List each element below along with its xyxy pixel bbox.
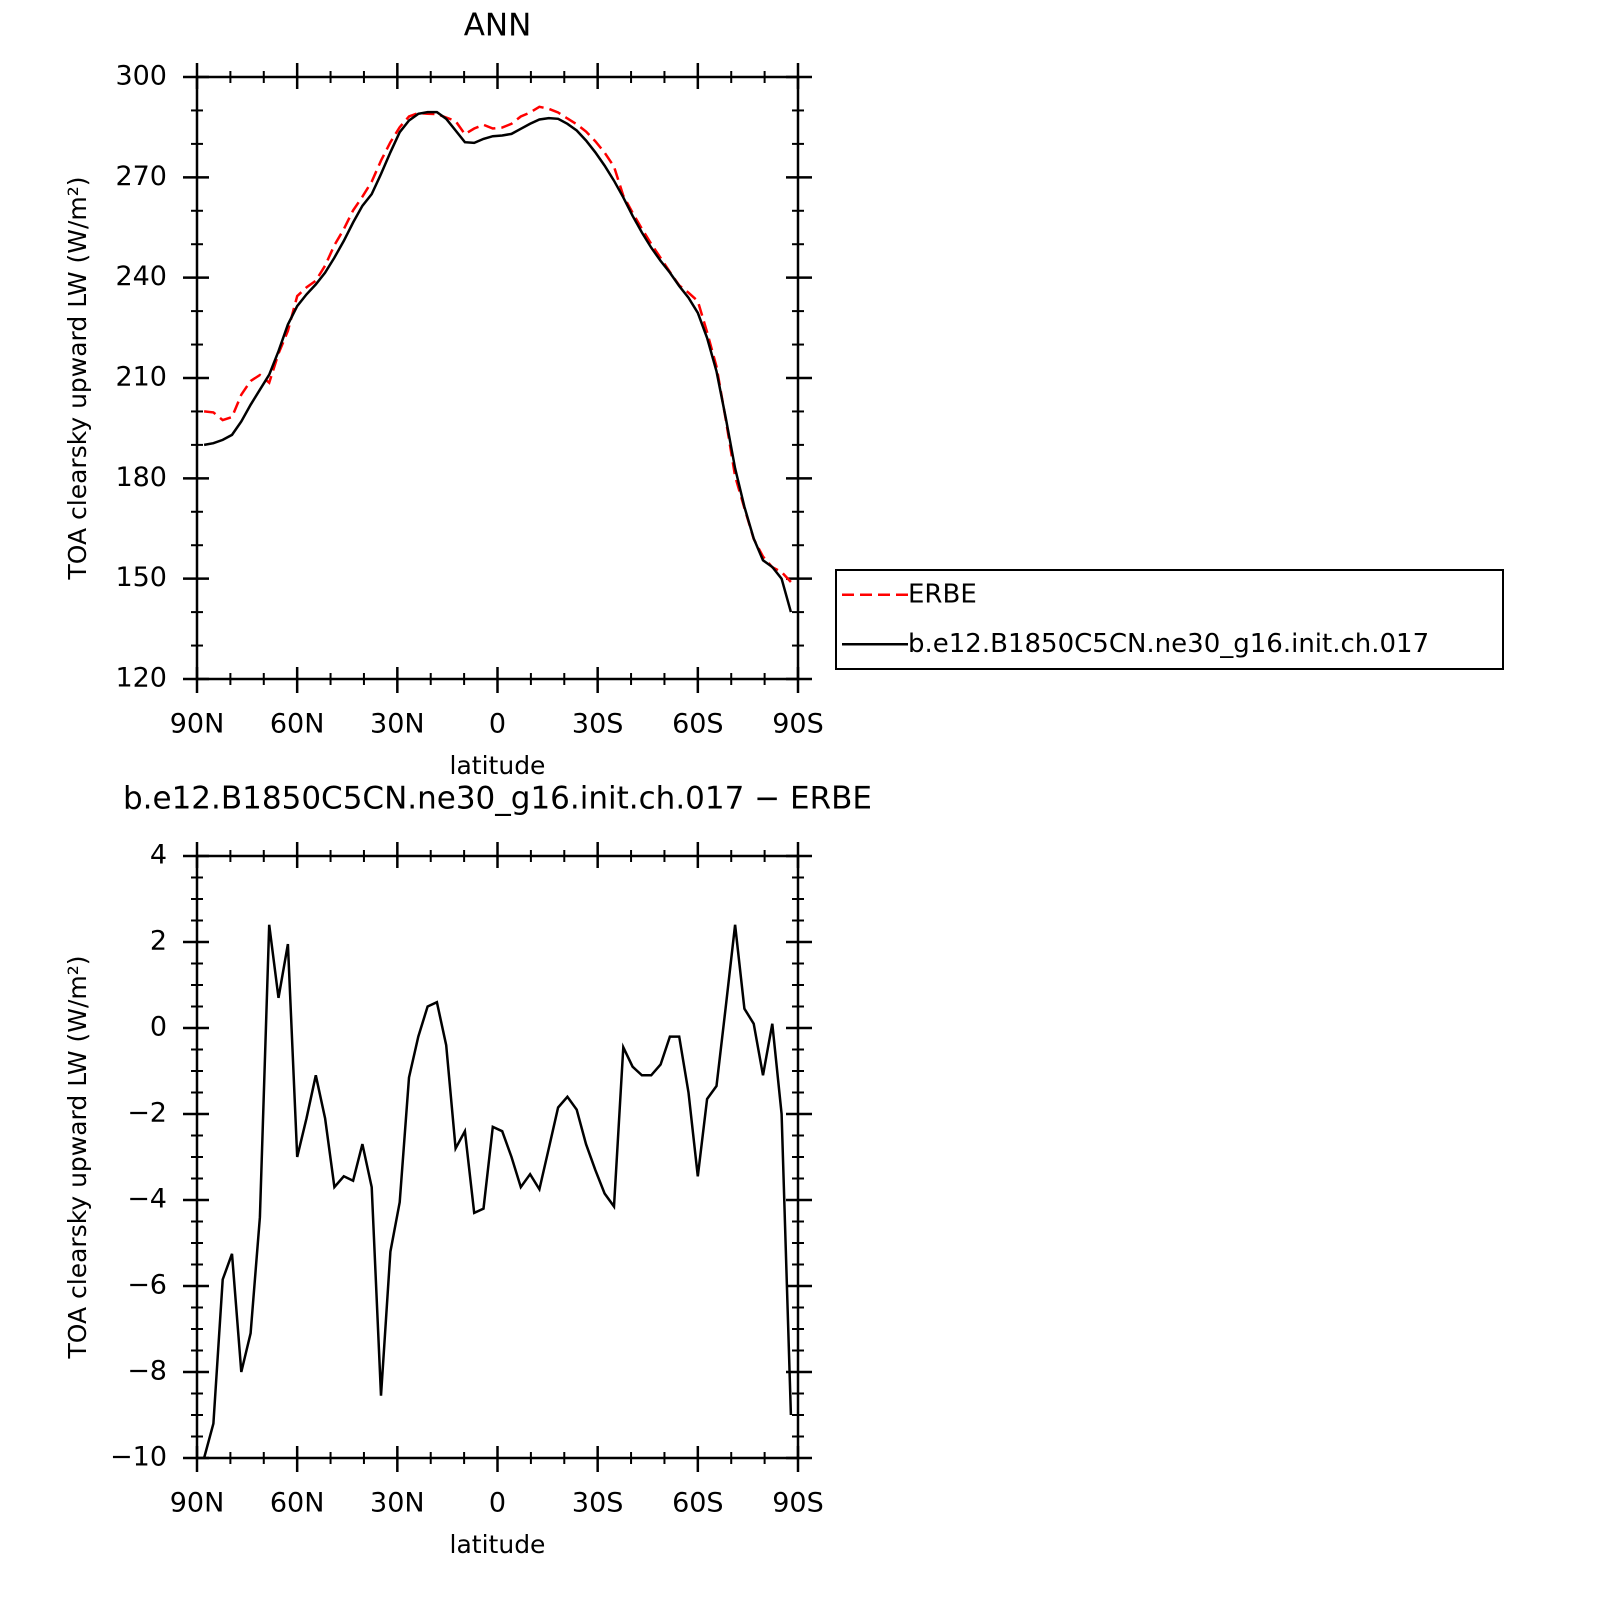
x-axis-label: latitude [450, 751, 546, 780]
x-tick-label: 90N [170, 1488, 225, 1519]
legend-label: ERBE [908, 579, 977, 609]
y-axis-label: TOA clearsky upward LW (W/m²) [63, 176, 92, 580]
y-tick-label: 210 [115, 362, 167, 393]
x-tick-label: 90N [170, 709, 225, 740]
data-line [203, 105, 792, 583]
y-axis-label: TOA clearsky upward LW (W/m²) [63, 955, 92, 1359]
plot-frame [195, 854, 800, 1460]
y-tick-label: −10 [110, 1442, 167, 1473]
y-tick-label: 4 [150, 840, 167, 871]
x-tick-label: 60S [672, 1488, 724, 1519]
x-axis-label: latitude [450, 1530, 546, 1559]
x-tick-label: 60N [270, 1488, 325, 1519]
y-tick-label: 240 [115, 261, 167, 292]
x-tick-label: 60N [270, 709, 325, 740]
x-tick-label: 60S [672, 709, 724, 740]
y-tick-label: 120 [115, 663, 167, 694]
y-tick-label: −2 [127, 1098, 167, 1129]
legend-label: b.e12.B1850C5CN.ne30_g16.init.ch.017 [908, 629, 1429, 659]
data-line [202, 924, 793, 1459]
x-tick-label: 30S [572, 1488, 624, 1519]
y-tick-label: 270 [115, 161, 167, 192]
y-tick-label: −4 [127, 1184, 167, 1215]
x-tick-label: 0 [489, 709, 506, 740]
y-tick-label: 300 [115, 61, 167, 92]
y-tick-label: 0 [150, 1012, 167, 1043]
data-line [203, 110, 793, 613]
x-tick-label: 90S [772, 709, 824, 740]
y-tick-label: −8 [127, 1356, 167, 1387]
chart-title: b.e12.B1850C5CN.ne30_g16.init.ch.017 − E… [123, 781, 872, 817]
y-tick-label: 180 [115, 462, 167, 493]
x-tick-label: 30N [370, 709, 425, 740]
x-tick-label: 90S [772, 1488, 824, 1519]
x-tick-label: 0 [489, 1488, 506, 1519]
plot-frame [195, 75, 800, 681]
y-tick-label: 150 [115, 562, 167, 593]
chart-title: ANN [464, 8, 532, 44]
y-tick-label: −6 [127, 1270, 167, 1301]
x-tick-label: 30N [370, 1488, 425, 1519]
legend-box [835, 569, 1504, 670]
y-tick-label: 2 [150, 926, 167, 957]
x-tick-label: 30S [572, 709, 624, 740]
